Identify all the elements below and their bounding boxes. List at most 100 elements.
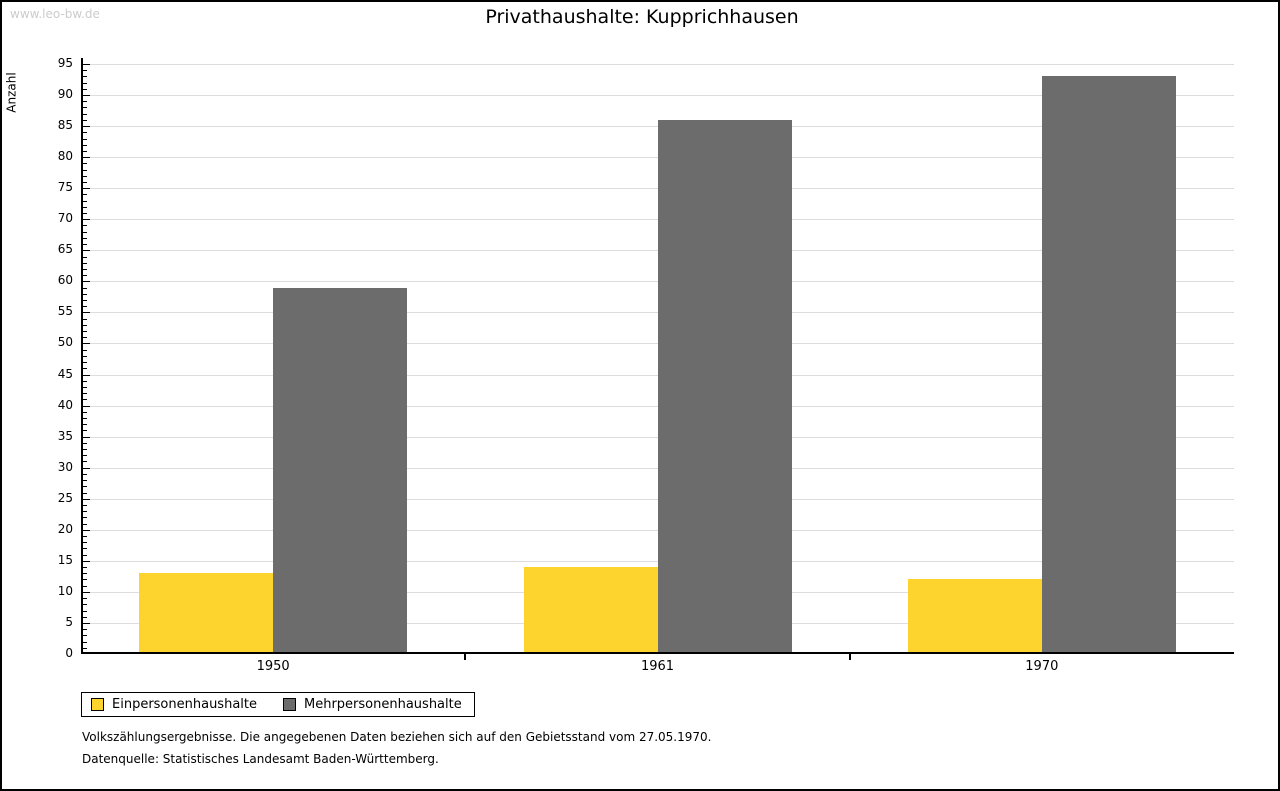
y-tick-label: 65 bbox=[57, 242, 73, 257]
y-tick-label: 85 bbox=[57, 118, 73, 133]
y-minor-tick bbox=[83, 504, 87, 506]
y-minor-tick bbox=[83, 573, 87, 575]
y-tick-label: 75 bbox=[57, 180, 73, 195]
x-axis-line bbox=[81, 652, 1234, 654]
y-minor-tick bbox=[83, 641, 87, 643]
y-gridline bbox=[83, 95, 1234, 97]
footnote-census-note: Volkszählungsergebnisse. Die angegebenen… bbox=[82, 730, 712, 744]
y-minor-tick bbox=[83, 393, 87, 395]
x-axis-tick bbox=[848, 654, 851, 660]
y-minor-tick bbox=[83, 430, 87, 432]
y-minor-tick bbox=[83, 579, 87, 581]
y-minor-tick bbox=[83, 449, 87, 451]
y-minor-tick bbox=[83, 293, 87, 295]
y-minor-tick bbox=[83, 554, 87, 556]
bar-einpersonenhaushalte-1970 bbox=[907, 579, 1042, 652]
legend: Einpersonenhaushalte Mehrpersonenhaushal… bbox=[81, 692, 475, 717]
legend-item-einpersonenhaushalte: Einpersonenhaushalte bbox=[91, 697, 257, 712]
y-major-tick bbox=[83, 157, 90, 159]
y-minor-tick bbox=[83, 629, 87, 631]
y-minor-tick bbox=[83, 113, 87, 115]
y-major-tick bbox=[83, 529, 90, 531]
y-minor-tick bbox=[83, 287, 87, 289]
y-major-tick bbox=[83, 498, 90, 500]
y-major-tick bbox=[83, 436, 90, 438]
y-tick-label: 15 bbox=[57, 552, 73, 567]
y-minor-tick bbox=[83, 82, 87, 84]
y-minor-tick bbox=[83, 442, 87, 444]
y-minor-tick bbox=[83, 225, 87, 227]
bar-einpersonenhaushalte-1961 bbox=[523, 567, 658, 652]
y-minor-tick bbox=[83, 101, 87, 103]
bar-mehrpersonenhaushalte-1970 bbox=[1041, 76, 1176, 652]
y-minor-tick bbox=[83, 324, 87, 326]
y-minor-tick bbox=[83, 480, 87, 482]
y-minor-tick bbox=[83, 635, 87, 637]
y-minor-tick bbox=[83, 517, 87, 519]
y-gridline bbox=[83, 64, 1234, 65]
y-minor-tick bbox=[83, 486, 87, 488]
y-minor-tick bbox=[83, 473, 87, 475]
y-major-tick bbox=[83, 591, 90, 593]
y-minor-tick bbox=[83, 647, 87, 649]
footnote-data-source: Datenquelle: Statistisches Landesamt Bad… bbox=[82, 752, 439, 766]
y-minor-tick bbox=[83, 567, 87, 569]
legend-label-mehrpersonenhaushalte: Mehrpersonenhaushalte bbox=[304, 697, 462, 712]
y-major-tick bbox=[83, 126, 90, 128]
y-major-tick bbox=[83, 560, 90, 562]
x-tick-label-1970: 1970 bbox=[1025, 659, 1059, 674]
y-minor-tick bbox=[83, 610, 87, 612]
y-major-tick bbox=[83, 467, 90, 469]
y-minor-tick bbox=[83, 300, 87, 301]
y-minor-tick bbox=[83, 616, 87, 618]
y-minor-tick bbox=[83, 542, 87, 544]
y-minor-tick bbox=[83, 244, 87, 246]
y-tick-label: 50 bbox=[57, 335, 73, 350]
y-major-tick bbox=[83, 405, 90, 407]
bar-mehrpersonenhaushalte-1961 bbox=[657, 119, 792, 652]
y-minor-tick bbox=[83, 138, 87, 140]
y-minor-tick bbox=[83, 411, 87, 413]
y-minor-tick bbox=[83, 455, 87, 457]
y-minor-tick bbox=[83, 163, 87, 165]
y-minor-tick bbox=[83, 368, 87, 370]
y-minor-tick bbox=[83, 169, 87, 171]
y-minor-tick bbox=[83, 231, 87, 233]
y-minor-tick bbox=[83, 548, 87, 550]
y-minor-tick bbox=[83, 362, 87, 364]
y-tick-label: 80 bbox=[57, 149, 73, 164]
y-minor-tick bbox=[83, 256, 87, 258]
y-tick-label: 45 bbox=[57, 366, 73, 381]
y-tick-label: 20 bbox=[57, 521, 73, 536]
y-minor-tick bbox=[83, 275, 87, 277]
y-major-tick bbox=[83, 281, 90, 283]
y-tick-label: 90 bbox=[57, 87, 73, 102]
y-major-tick bbox=[83, 188, 90, 190]
y-major-tick bbox=[83, 343, 90, 345]
y-minor-tick bbox=[83, 337, 87, 339]
y-major-tick bbox=[83, 250, 90, 252]
y-minor-tick bbox=[83, 262, 87, 264]
y-minor-tick bbox=[83, 76, 87, 78]
x-axis-tick bbox=[464, 654, 467, 660]
y-tick-label: 10 bbox=[57, 583, 73, 598]
y-major-tick bbox=[83, 374, 90, 376]
y-major-tick bbox=[83, 64, 90, 65]
legend-item-mehrpersonenhaushalte: Mehrpersonenhaushalte bbox=[283, 697, 462, 712]
y-minor-tick bbox=[83, 492, 87, 494]
chart-title: Privathaushalte: Kupprichhausen bbox=[485, 6, 799, 28]
y-tick-label: 40 bbox=[57, 397, 73, 412]
y-minor-tick bbox=[83, 399, 87, 401]
y-minor-tick bbox=[83, 268, 87, 270]
y-tick-label: 0 bbox=[65, 646, 73, 660]
x-tick-label-1961: 1961 bbox=[640, 659, 675, 674]
legend-swatch-einpersonenhaushalte bbox=[91, 698, 104, 711]
y-minor-tick bbox=[83, 107, 87, 109]
y-minor-tick bbox=[83, 349, 87, 351]
legend-swatch-mehrpersonenhaushalte bbox=[283, 698, 296, 711]
y-tick-label: 60 bbox=[57, 273, 73, 288]
y-minor-tick bbox=[83, 318, 87, 320]
plot-area: 1950 1961 1970 0 5 10 15 20 25 30 35 40 45 50 55 60 65 70… bbox=[58, 56, 1234, 674]
y-tick-label: 30 bbox=[57, 459, 73, 474]
